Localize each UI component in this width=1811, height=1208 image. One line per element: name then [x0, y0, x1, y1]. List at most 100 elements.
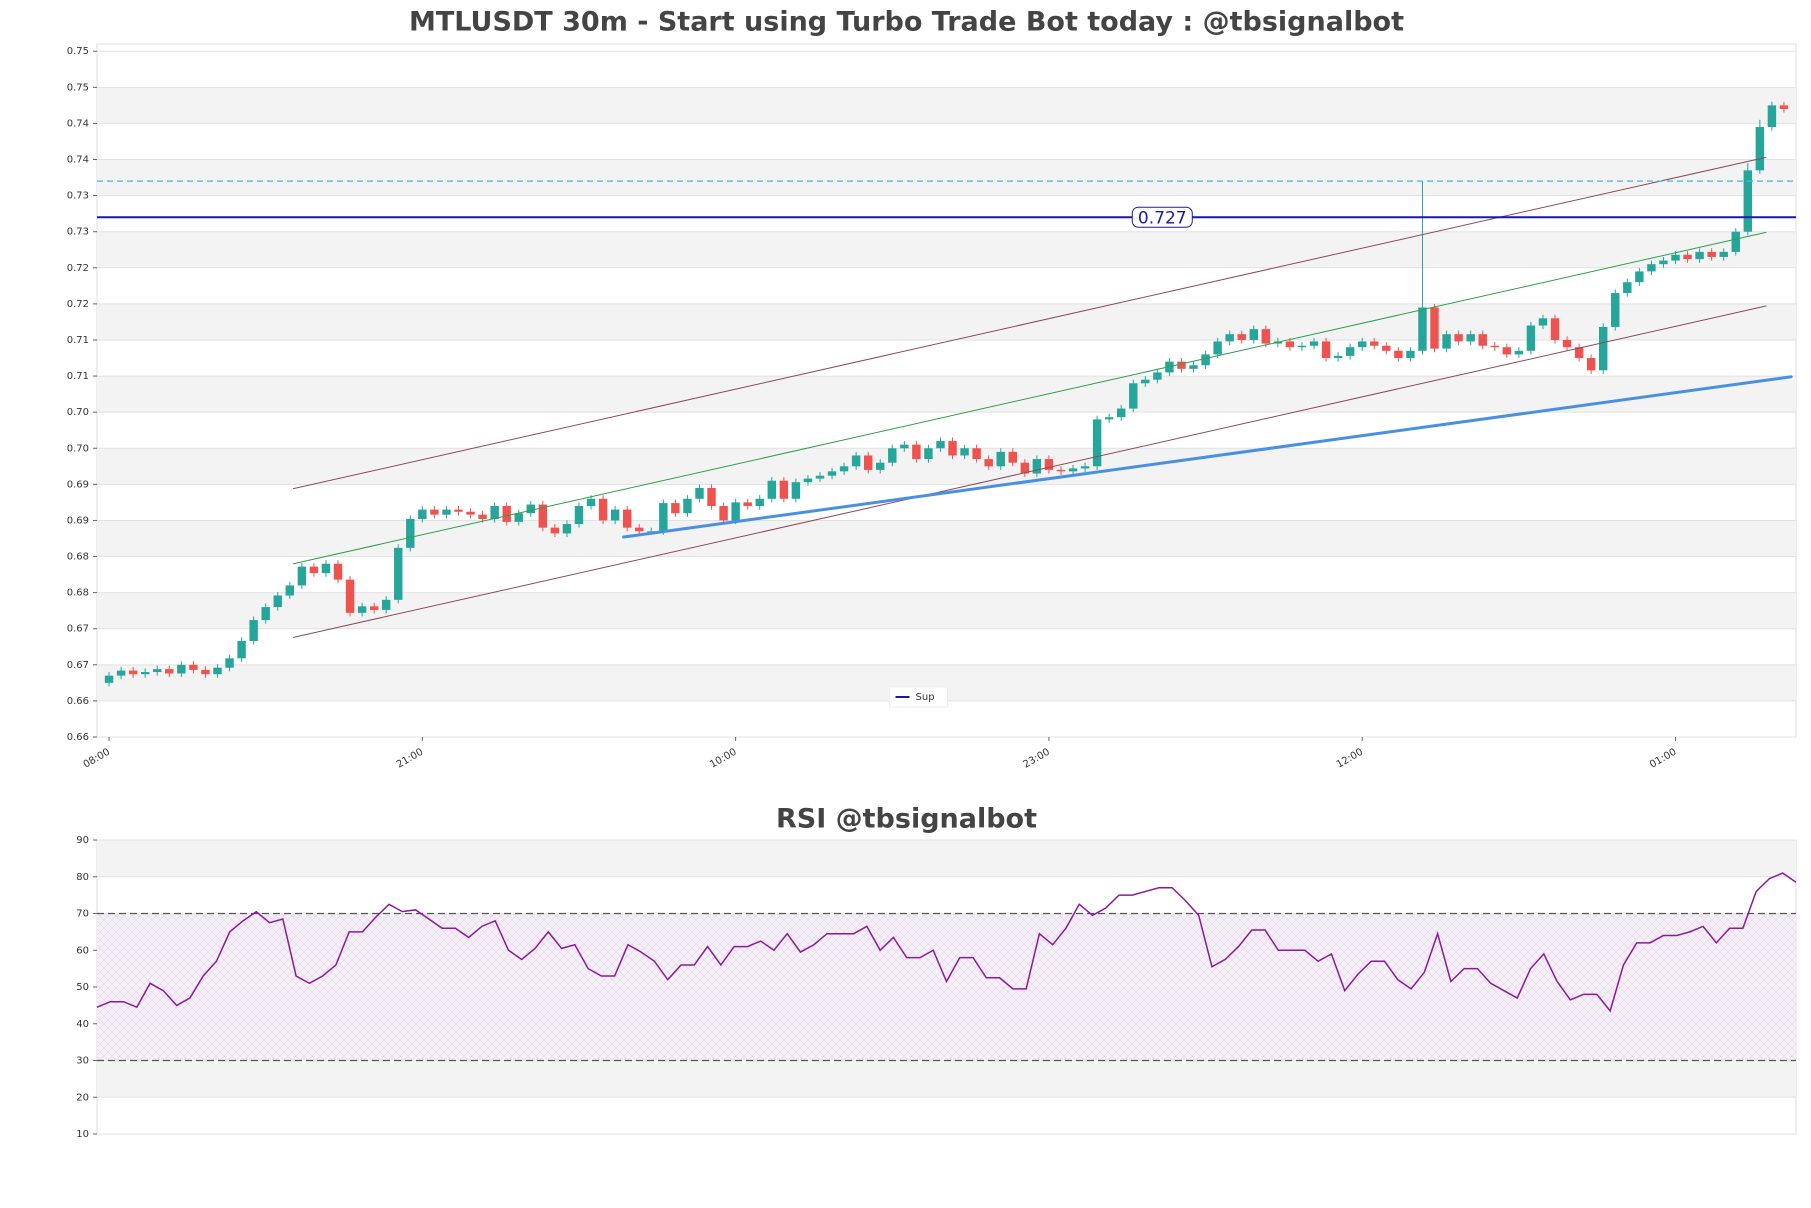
candle-body — [972, 448, 981, 460]
candle-body — [1406, 350, 1415, 359]
candle-body — [1442, 334, 1451, 349]
x-tick-label: 08:00 — [82, 747, 112, 771]
x-tick-label: 21:00 — [395, 747, 425, 771]
x-tick-label: 01:00 — [1648, 747, 1678, 771]
candle-body — [1695, 251, 1704, 260]
candle-body — [357, 606, 367, 613]
candle-body — [285, 585, 295, 596]
candle-body — [574, 506, 584, 525]
candle-body — [984, 459, 993, 467]
candle-body — [1466, 334, 1475, 342]
candle-body — [502, 506, 511, 522]
candle-body — [1345, 347, 1355, 356]
candle-body — [996, 451, 1005, 467]
y-tick-label: 10 — [76, 1129, 89, 1140]
chart-title: MTLUSDT 30m - Start using Turbo Trade Bo… — [409, 7, 1404, 38]
candle-body — [1357, 341, 1367, 348]
candle-body — [924, 448, 933, 460]
candle-body — [1068, 468, 1078, 472]
candle-body — [273, 595, 282, 608]
candle-body — [598, 498, 608, 521]
candle-body — [201, 669, 210, 675]
candle-body — [863, 455, 873, 470]
candle-body — [128, 670, 138, 675]
candle-body — [1394, 350, 1403, 359]
candle-body — [466, 511, 475, 515]
candle-body — [1767, 105, 1777, 128]
candle-body — [1550, 318, 1560, 340]
y-tick-label: 80 — [76, 872, 89, 883]
grid-band — [97, 231, 1796, 268]
candle-body — [936, 441, 945, 449]
candle-body — [526, 504, 536, 514]
candle-body — [876, 462, 885, 470]
candle-body — [153, 669, 162, 673]
y-tick-label: 0.66 — [67, 696, 89, 707]
legend-label: Sup — [916, 692, 935, 703]
candle-body — [1008, 451, 1017, 463]
candle-body — [1297, 345, 1307, 348]
candle-body — [851, 455, 861, 467]
candle-body — [586, 498, 596, 506]
y-tick-label: 70 — [76, 909, 89, 920]
level-label-box — [1131, 206, 1193, 228]
candle-body — [1430, 307, 1439, 349]
candle-body — [767, 480, 776, 499]
candle-body — [490, 506, 499, 519]
candle-body — [1177, 361, 1186, 369]
candle-body — [888, 448, 897, 463]
candle-body — [418, 509, 427, 519]
candle-body — [803, 478, 813, 483]
candle-body — [743, 502, 752, 506]
candle-body — [731, 502, 740, 521]
chart-title: RSI @tbsignalbot — [776, 804, 1037, 835]
grid-band — [97, 87, 1796, 124]
y-tick-label: 0.74 — [67, 118, 89, 129]
candle-body — [1249, 329, 1258, 340]
candle-body — [1779, 105, 1789, 109]
candle-body — [430, 509, 439, 515]
candle-body — [478, 514, 487, 519]
candle-body — [1418, 307, 1427, 351]
candle-body — [1526, 325, 1536, 351]
candle-body — [1225, 334, 1234, 342]
candle-body — [1719, 251, 1728, 257]
candle-body — [225, 658, 234, 668]
y-tick-label: 0.68 — [67, 588, 89, 599]
candle-body — [695, 487, 704, 499]
candle-body — [900, 444, 909, 449]
candle-body — [309, 566, 319, 574]
candle-body — [381, 599, 391, 610]
candle-body — [1032, 459, 1042, 474]
candle-body — [1104, 417, 1114, 420]
candle-body — [1261, 329, 1271, 344]
candle-body — [839, 466, 849, 472]
candle-body — [1321, 341, 1331, 359]
y-tick-label: 0.68 — [67, 552, 89, 563]
y-tick-label: 0.67 — [67, 624, 89, 635]
candle-body — [791, 482, 801, 499]
candle-body — [1671, 254, 1680, 261]
grid-band — [97, 448, 1796, 485]
candle-body — [165, 669, 174, 674]
y-tick-label: 0.71 — [67, 371, 89, 382]
candle-body — [297, 566, 307, 586]
candle-body — [1370, 341, 1379, 346]
x-tick-label: 10:00 — [708, 747, 738, 771]
y-tick-label: 0.67 — [67, 660, 89, 671]
y-tick-label: 0.66 — [67, 732, 89, 743]
candle-body — [671, 503, 680, 514]
candle-body — [261, 607, 270, 621]
candle-body — [1598, 326, 1608, 371]
y-tick-label: 0.70 — [67, 443, 89, 454]
y-tick-label: 60 — [76, 945, 89, 956]
x-tick-label: 23:00 — [1021, 747, 1051, 771]
candle-body — [369, 606, 379, 610]
candle-body — [1141, 379, 1150, 384]
candle-body — [1755, 127, 1765, 171]
candle-body — [213, 667, 222, 675]
candle-body — [1213, 341, 1222, 355]
candle-body — [1514, 350, 1524, 355]
candle-body — [1683, 254, 1692, 260]
